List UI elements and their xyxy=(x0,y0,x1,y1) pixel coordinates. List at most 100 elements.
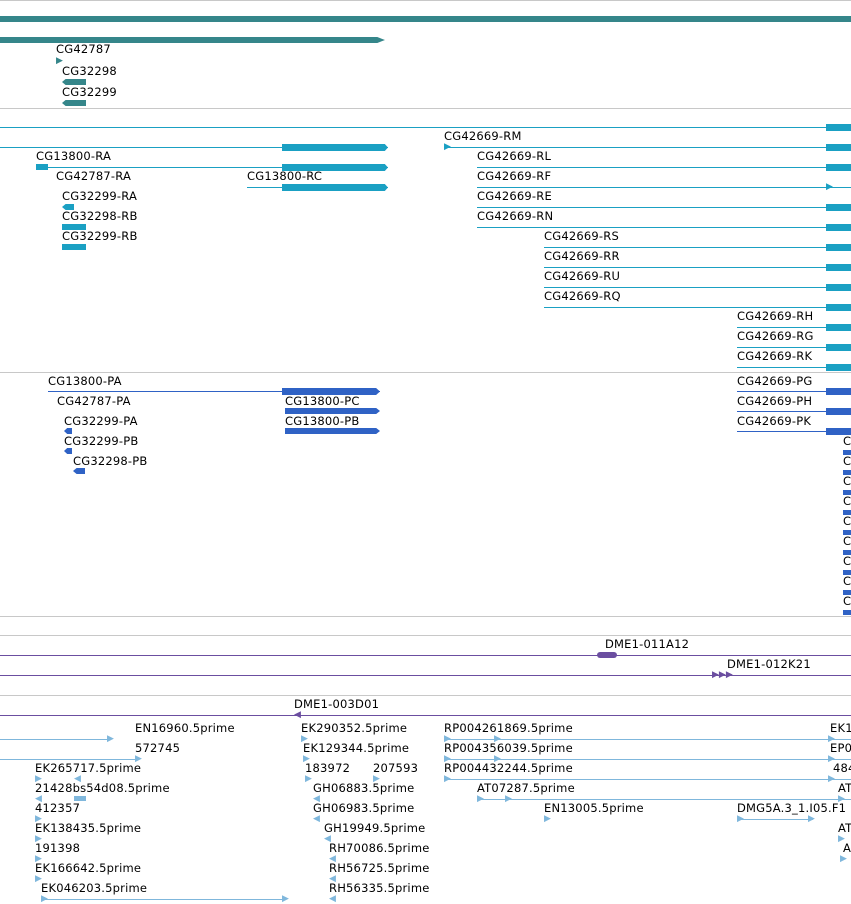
transcript-label[interactable]: CG42669-RG xyxy=(737,329,814,343)
transcript-line[interactable] xyxy=(737,367,851,368)
est-label[interactable]: GH06983.5prime xyxy=(313,801,415,815)
transcript-exon[interactable] xyxy=(62,224,86,230)
est-label[interactable]: 572745 xyxy=(135,741,181,755)
protein-exon[interactable] xyxy=(73,468,85,474)
protein-exon[interactable] xyxy=(843,470,851,475)
gene-label[interactable]: CG42787 xyxy=(56,42,111,56)
transcript-label[interactable]: CG42669-RF xyxy=(477,169,552,183)
transcript-exon[interactable] xyxy=(826,244,851,251)
protein-exon[interactable] xyxy=(285,428,380,434)
est-label[interactable]: RH56725.5prime xyxy=(329,861,430,875)
est-label[interactable]: GH19949.5prime xyxy=(324,821,426,835)
est-label[interactable]: DMG5A.3_1.I05.F1 xyxy=(737,801,847,815)
clone-line[interactable] xyxy=(0,675,851,676)
protein-exon[interactable] xyxy=(826,388,851,395)
est-label[interactable]: RP004356039.5prime xyxy=(444,741,573,755)
est-label[interactable]: AT07287.5prime xyxy=(477,781,575,795)
transcript-label[interactable]: CG42669-RS xyxy=(544,229,619,243)
protein-exon[interactable] xyxy=(843,450,851,455)
protein-label[interactable]: CG42787-PA xyxy=(57,394,131,408)
transcript-label[interactable]: CG42669-RL xyxy=(477,149,552,163)
transcript-exon[interactable] xyxy=(826,324,851,331)
est-bar[interactable] xyxy=(74,796,86,801)
protein-label-clipped[interactable]: C xyxy=(843,474,851,488)
transcript-exon[interactable] xyxy=(826,204,851,211)
transcript-label[interactable]: CG42669-RQ xyxy=(544,289,621,303)
clone-mark[interactable] xyxy=(597,652,617,658)
transcript-exon[interactable] xyxy=(826,364,851,371)
transcript-line[interactable] xyxy=(544,247,851,248)
est-label[interactable]: 207593 xyxy=(373,761,419,775)
est-label[interactable]: EK046203.5prime xyxy=(41,881,148,895)
est-label[interactable]: EK138435.5prime xyxy=(35,821,142,835)
protein-label-clipped[interactable]: C xyxy=(843,534,851,548)
est-label[interactable]: EK290352.5prime xyxy=(301,721,408,735)
est-label-clipped[interactable]: AT xyxy=(838,821,851,835)
transcript-line[interactable] xyxy=(477,207,851,208)
est-label-clipped[interactable]: EK1 xyxy=(830,721,851,735)
transcript-line[interactable] xyxy=(737,347,851,348)
protein-line[interactable] xyxy=(737,411,851,412)
protein-label-clipped[interactable]: C xyxy=(843,594,851,608)
gene-label[interactable]: CG32299 xyxy=(62,85,117,99)
gene-label[interactable]: CG32298 xyxy=(62,64,117,78)
clone-line[interactable] xyxy=(0,715,851,716)
est-label[interactable]: EN16960.5prime xyxy=(135,721,235,735)
transcript-exon[interactable] xyxy=(826,164,851,171)
transcript-exon[interactable] xyxy=(826,264,851,271)
protein-label[interactable]: CG42669-PG xyxy=(737,374,813,388)
protein-label[interactable]: CG13800-PB xyxy=(285,414,360,428)
transcript-label[interactable]: CG32299-RA xyxy=(62,189,138,203)
protein-label[interactable]: CG42669-PH xyxy=(737,394,813,408)
est-line[interactable] xyxy=(444,759,851,760)
transcript-exon[interactable] xyxy=(282,184,388,191)
est-label[interactable]: GH06883.5prime xyxy=(313,781,415,795)
est-label[interactable]: EN13005.5prime xyxy=(544,801,644,815)
protein-label[interactable]: CG32299-PB xyxy=(64,434,139,448)
transcript-line[interactable] xyxy=(544,267,851,268)
transcript-label[interactable]: CG13800-RA xyxy=(36,149,112,163)
est-line[interactable] xyxy=(0,739,110,740)
est-label[interactable]: RP004432244.5prime xyxy=(444,761,573,775)
est-label[interactable]: 191398 xyxy=(35,841,81,855)
transcript-exon[interactable] xyxy=(62,244,86,250)
est-label[interactable]: RP004261869.5prime xyxy=(444,721,573,735)
est-label-clipped[interactable]: AT xyxy=(838,781,851,795)
transcript-label[interactable]: CG42669-RN xyxy=(477,209,554,223)
protein-label-clipped[interactable]: C xyxy=(843,494,851,508)
protein-line[interactable] xyxy=(737,431,851,432)
protein-exon[interactable] xyxy=(826,408,851,415)
protein-label-clipped[interactable]: C xyxy=(843,554,851,568)
transcript-exon[interactable] xyxy=(36,164,48,170)
transcript-exon[interactable] xyxy=(826,304,851,311)
protein-exon[interactable] xyxy=(843,590,851,595)
protein-exon[interactable] xyxy=(843,510,851,515)
protein-label-clipped[interactable]: C xyxy=(843,514,851,528)
protein-exon[interactable] xyxy=(64,428,72,434)
transcript-exon[interactable] xyxy=(826,224,851,231)
transcript-line[interactable] xyxy=(444,147,851,148)
transcript-label[interactable]: CG42669-RM xyxy=(444,129,522,143)
est-line[interactable] xyxy=(41,899,286,900)
transcript-exon[interactable] xyxy=(826,144,851,151)
transcript-line[interactable] xyxy=(544,287,851,288)
protein-label-clipped[interactable]: C xyxy=(843,434,851,448)
est-label[interactable]: RH56335.5prime xyxy=(329,881,430,895)
est-label[interactable]: 21428bs54d08.5prime xyxy=(35,781,170,795)
protein-exon[interactable] xyxy=(64,448,72,454)
gene-bar[interactable] xyxy=(0,37,385,43)
protein-exon[interactable] xyxy=(282,388,380,395)
gene-bar[interactable] xyxy=(62,79,86,85)
protein-label[interactable]: CG32299-PA xyxy=(64,414,138,428)
est-label-clipped[interactable]: 484 xyxy=(833,761,851,775)
transcript-exon[interactable] xyxy=(826,124,851,131)
transcript-label[interactable]: CG42669-RR xyxy=(544,249,620,263)
transcript-exon[interactable] xyxy=(282,164,388,171)
transcript-exon[interactable] xyxy=(62,204,74,210)
transcript-line[interactable] xyxy=(0,127,851,128)
protein-label-clipped[interactable]: C xyxy=(843,574,851,588)
protein-exon[interactable] xyxy=(843,570,851,575)
transcript-label[interactable]: CG42787-RA xyxy=(56,169,132,183)
transcript-line[interactable] xyxy=(477,187,851,188)
